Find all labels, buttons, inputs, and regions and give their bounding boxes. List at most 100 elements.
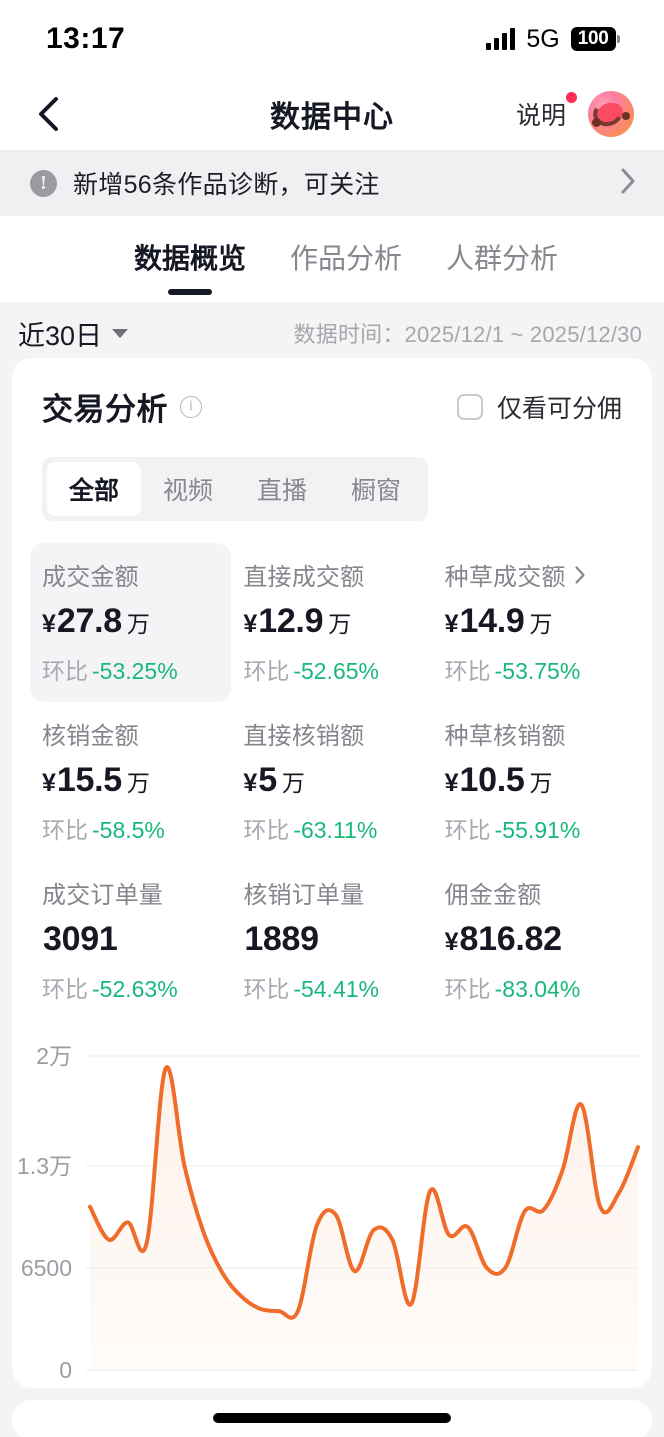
card-title: 交易分析 <box>42 392 168 427</box>
metric-value: ¥ 5 万 <box>243 761 420 800</box>
trend-chart[interactable]: 0 6500 1.3万 2万 12.01 12.05 12.09 12.13 12.1… <box>12 1042 652 1388</box>
nav-actions: 说明 <box>516 91 634 137</box>
metrics-grid: 成交金额 ¥ 27.8 万 环比 -53.25% 直接成交额 ¥ 12.9 万 <box>12 521 652 1020</box>
metric-redeemed-amount[interactable]: 核销金额 ¥ 15.5 万 环比 -58.5% <box>30 702 231 861</box>
avatar-shape-dot-left <box>592 118 601 127</box>
signal-bars-icon <box>486 28 516 50</box>
y-tick-label: 2万 <box>36 1043 72 1069</box>
segment-all[interactable]: 全部 <box>47 462 142 516</box>
segment-live[interactable]: 直播 <box>257 477 308 505</box>
metric-gmv[interactable]: 成交金额 ¥ 27.8 万 环比 -53.25% <box>30 543 232 702</box>
segment-video[interactable]: 视频 <box>163 477 214 505</box>
metric-direct-gmv[interactable]: 直接成交额 ¥ 12.9 万 环比 -52.65% <box>231 543 432 702</box>
home-indicator[interactable] <box>213 1413 451 1423</box>
exclamation-circle-icon: ! <box>30 169 57 197</box>
metric-number: 27.8 <box>56 602 122 640</box>
metric-delta: 环比 -58.5% <box>42 811 219 845</box>
metric-direct-redeemed[interactable]: 直接核销额 ¥ 5 万 环比 -63.11% <box>231 702 432 861</box>
channel-segmented-control: 全部 视频 直播 橱窗 <box>42 457 429 521</box>
tab-data-overview[interactable]: 数据概览 <box>134 237 246 281</box>
notice-banner[interactable]: ! 新增56条作品诊断，可关注 <box>0 150 664 216</box>
commission-filter-checkbox[interactable]: 仅看可分佣 <box>456 389 622 425</box>
delta-value: -58.5% <box>92 817 165 843</box>
date-range-selector[interactable]: 近30日 <box>18 314 129 353</box>
delta-prefix: 环比 <box>243 976 290 1002</box>
metric-redeemed-order-count[interactable]: 核销订单量 1889 环比 -54.41% <box>231 861 432 1020</box>
x-tick-label: 12.25 <box>501 1387 570 1388</box>
notice-banner-text: 新增56条作品诊断，可关注 <box>73 171 380 199</box>
data-time-label: 数据时间：2025/12/1 ~ 2025/12/30 <box>293 322 642 347</box>
x-tick-label: 12.01 <box>90 1387 159 1388</box>
battery-full-icon: 100 <box>570 27 620 51</box>
back-button[interactable] <box>28 92 68 136</box>
delta-prefix: 环比 <box>42 976 88 1002</box>
red-dot-badge <box>566 92 577 103</box>
metric-value: ¥ 816.82 <box>445 920 622 959</box>
network-type-label: 5G <box>526 24 560 53</box>
info-circle-icon[interactable]: i <box>180 395 202 418</box>
tab-content-analysis[interactable]: 作品分析 <box>290 237 402 281</box>
metric-commission-amount[interactable]: 佣金金额 ¥ 816.82 环比 -83.04% <box>433 861 634 1020</box>
chart-x-axis: 12.01 12.05 12.09 12.13 12.17 12.21 12.2… <box>12 1387 652 1388</box>
metric-delta: 环比 -53.25% <box>42 652 219 686</box>
metric-unit: 万 <box>126 770 150 796</box>
delta-value: -52.63% <box>92 976 178 1002</box>
caret-down-icon <box>112 328 129 338</box>
segment-showcase[interactable]: 橱窗 <box>351 477 402 505</box>
avatar-shape-dot-right <box>622 112 630 120</box>
metric-label: 直接核销额 <box>243 716 420 751</box>
battery-cap <box>617 35 620 43</box>
metric-number: 3091 <box>43 920 118 958</box>
metric-label-text: 种草核销额 <box>444 723 566 750</box>
avatar[interactable] <box>588 91 634 137</box>
metric-label-text: 核销订单量 <box>243 882 365 909</box>
metric-number: 15.5 <box>56 761 122 799</box>
currency-symbol: ¥ <box>243 610 258 638</box>
metric-seeded-gmv[interactable]: 种草成交额 ¥ 14.9 万 环比 -53.75% <box>433 543 634 702</box>
metric-label: 种草成交额 <box>445 557 622 592</box>
x-tick-label: 12.09 <box>227 1387 296 1388</box>
card-header: 交易分析 i 仅看可分佣 <box>12 384 652 429</box>
delta-prefix: 环比 <box>42 817 88 843</box>
help-button[interactable]: 说明 <box>515 92 577 132</box>
delta-value: -52.65% <box>293 658 379 684</box>
tab-audience-analysis[interactable]: 人群分析 <box>446 237 558 281</box>
metric-order-count[interactable]: 成交订单量 3091 环比 -52.63% <box>30 861 231 1020</box>
checkbox-box[interactable] <box>456 393 483 420</box>
nav-bar: 数据中心 说明 <box>0 78 664 150</box>
metric-label-text: 核销金额 <box>42 723 139 750</box>
metric-value: ¥ 12.9 万 <box>243 602 420 641</box>
tab-label: 作品分析 <box>290 243 403 274</box>
metric-unit: 万 <box>281 770 305 796</box>
metric-unit: 万 <box>529 770 553 796</box>
battery-percent-label: 100 <box>570 27 616 51</box>
delta-value: -63.11% <box>293 817 378 843</box>
metric-unit: 万 <box>126 611 150 637</box>
delta-value: -54.41% <box>293 976 379 1002</box>
metric-label-text: 直接核销额 <box>243 723 365 750</box>
chevron-right-icon <box>575 565 585 584</box>
metric-value: ¥ 14.9 万 <box>445 602 622 641</box>
y-tick-label: 0 <box>59 1357 72 1383</box>
chart-line-series <box>88 1065 640 1320</box>
metric-value: 3091 <box>42 920 219 959</box>
metric-label: 种草核销额 <box>445 716 622 751</box>
delta-value: -53.25% <box>92 658 178 684</box>
help-label: 说明 <box>515 102 566 130</box>
chevron-right-icon <box>620 167 636 200</box>
metric-label: 成交订单量 <box>42 875 219 910</box>
x-tick-label: 12.29 <box>570 1387 639 1388</box>
x-tick-label: 12.13 <box>296 1387 365 1388</box>
chevron-left-icon <box>39 97 58 131</box>
delta-value: -53.75% <box>494 658 581 684</box>
delta-prefix: 环比 <box>42 658 88 684</box>
status-indicators: 5G 100 <box>486 25 620 54</box>
metric-delta: 环比 -63.11% <box>243 811 420 845</box>
currency-symbol: ¥ <box>42 610 56 638</box>
metric-delta: 环比 -54.41% <box>243 970 420 1004</box>
x-tick-label: 12.21 <box>433 1387 502 1388</box>
delta-value: -55.91% <box>494 817 581 843</box>
metric-seeded-redeemed[interactable]: 种草核销额 ¥ 10.5 万 环比 -55.91% <box>433 702 634 861</box>
metric-value: ¥ 10.5 万 <box>445 761 622 800</box>
tab-label: 人群分析 <box>446 243 559 274</box>
